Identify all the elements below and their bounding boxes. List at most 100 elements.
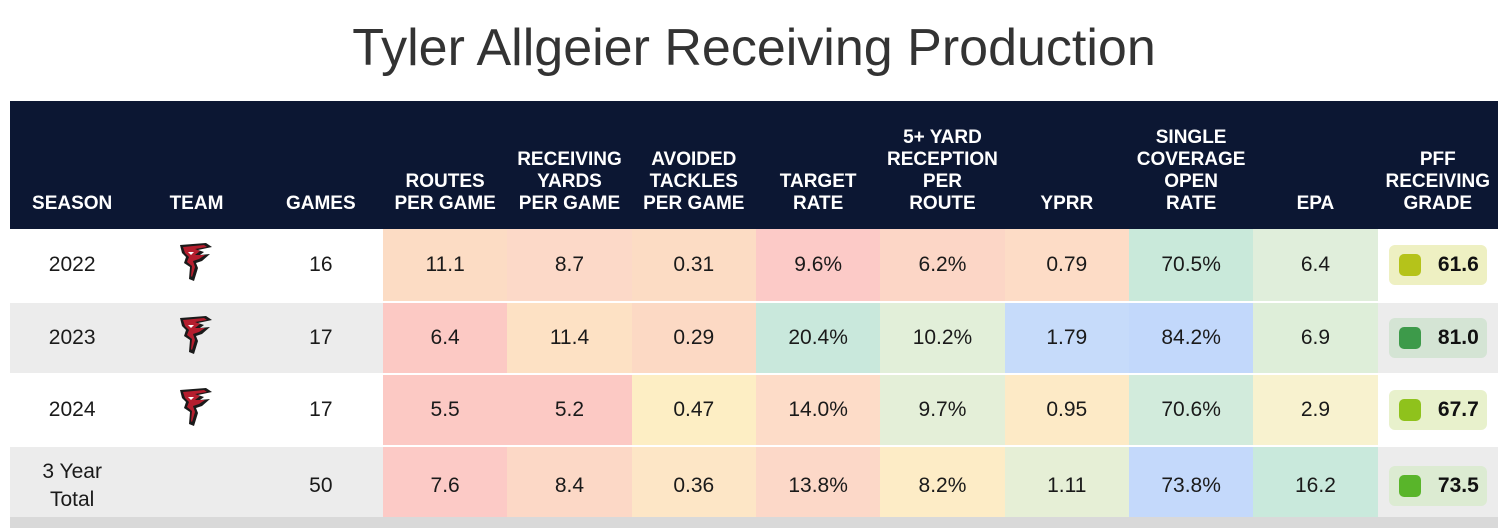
column-header-epa: EPA <box>1253 101 1378 229</box>
cell-routes-per-game: 6.4 <box>382 302 508 375</box>
cell-receiving-yards-per-game: 8.7 <box>507 229 632 303</box>
season-label: 2024 <box>48 398 96 421</box>
column-header-line: OPEN <box>1164 171 1219 192</box>
cell-games: 16 <box>258 229 383 303</box>
cell-season: 2023 <box>10 302 135 375</box>
cell-pff-receiving-grade: 81.0 <box>1377 302 1498 375</box>
cell-avoided-tackles-per-game: 0.31 <box>631 229 756 303</box>
cell-target-rate: 13.8% <box>755 446 881 527</box>
table-row: 2024 17 5.5 5.2 0.47 14.0% 9.7% 0.95 70.6% 2.9 67.… <box>10 374 1498 447</box>
cell-pff-receiving-grade: 67.7 <box>1377 374 1498 447</box>
grade-color-swatch <box>1398 475 1421 497</box>
grade-badge: 73.5 <box>1388 466 1487 506</box>
cell-epa: 6.9 <box>1253 302 1378 375</box>
cell-routes-per-game: 5.5 <box>382 374 508 447</box>
page-title: Tyler Allgeier Receiving Production <box>352 19 1156 77</box>
cell-avoided-tackles-per-game: 0.29 <box>631 302 756 375</box>
cell-season: 2024 <box>10 374 135 447</box>
column-header-line: PFF <box>1419 149 1456 170</box>
cell-target-rate: 9.6% <box>755 229 881 303</box>
season-label: 2023 <box>48 326 96 349</box>
cell-target-rate: 20.4% <box>755 302 881 375</box>
cell-epa: 16.2 <box>1253 446 1378 527</box>
table-row: 2023 17 6.4 11.4 0.29 20.4% 10.2% 1.79 84.2% 6.9 8… <box>10 302 1498 375</box>
column-header-line: RATE <box>792 193 844 214</box>
column-header-team: TEAM <box>134 101 259 229</box>
cell-single-coverage-open-rate: 70.5% <box>1128 229 1254 303</box>
grade-color-swatch <box>1398 254 1421 276</box>
cell-routes-per-game: 11.1 <box>382 229 508 303</box>
header-row: SEASON TEAM GAMES ROUTES PER GAME RECEIVING YA… <box>10 101 1498 229</box>
cell-target-rate: 14.0% <box>755 374 881 447</box>
column-header-pff-receiving-grade: PFF RECEIVING GRADE <box>1377 101 1498 229</box>
column-header-line: GAMES <box>285 193 356 214</box>
falcons-logo-icon <box>174 314 218 356</box>
grade-color-swatch <box>1398 327 1421 349</box>
cell-five-yard-reception-per-route: 6.2% <box>880 229 1005 303</box>
cell-yprr: 1.79 <box>1004 302 1129 375</box>
cell-yprr: 0.95 <box>1004 374 1129 447</box>
cell-single-coverage-open-rate: 73.8% <box>1128 446 1254 527</box>
column-header-line: TACKLES <box>649 171 738 192</box>
cell-team <box>134 446 259 527</box>
column-header-line: SEASON <box>32 193 113 214</box>
column-header-line: EPA <box>1296 193 1335 214</box>
cell-season: 2022 <box>10 229 135 303</box>
column-header-routes-per-game: ROUTES PER GAME <box>382 101 508 229</box>
column-header-line: YPRR <box>1040 193 1094 214</box>
column-header-line: PER <box>922 171 962 192</box>
cell-receiving-yards-per-game: 11.4 <box>507 302 632 375</box>
season-label: 2022 <box>48 253 96 276</box>
column-header-line: COVERAGE <box>1136 149 1246 170</box>
grade-value: 81.0 <box>1437 326 1479 349</box>
column-header-line: ROUTE <box>909 193 976 214</box>
table-body: 2022 16 11.1 8.7 0.31 9.6% 6.2% 0.79 70.5% 6.4 61.… <box>10 229 1498 527</box>
cell-single-coverage-open-rate: 84.2% <box>1128 302 1254 375</box>
column-header-target-rate: TARGET RATE <box>755 101 881 229</box>
cell-five-yard-reception-per-route: 10.2% <box>880 302 1005 375</box>
column-header-line: RECEIVING <box>1385 171 1491 192</box>
column-header-avoided-tackles-per-game: AVOIDED TACKLES PER GAME <box>631 101 756 229</box>
receiving-stats-table: SEASON TEAM GAMES ROUTES PER GAME RECEIVING YA… <box>10 101 1498 527</box>
column-header-line: TEAM <box>169 193 224 214</box>
grade-color-swatch <box>1398 399 1421 421</box>
cell-games: 17 <box>258 374 383 447</box>
cell-single-coverage-open-rate: 70.6% <box>1128 374 1254 447</box>
cell-games: 17 <box>258 302 383 375</box>
table-bottom-border <box>10 517 1498 528</box>
cell-games: 50 <box>258 446 383 527</box>
grade-badge: 81.0 <box>1388 318 1487 358</box>
column-header-line: GRADE <box>1403 193 1473 214</box>
grade-badge: 61.6 <box>1388 245 1487 285</box>
column-header-single-coverage-open-rate: SINGLE COVERAGE OPEN RATE <box>1128 101 1254 229</box>
cell-team <box>134 229 259 303</box>
column-header-line: SINGLE <box>1155 127 1227 148</box>
column-header-line: PER GAME <box>394 193 496 214</box>
column-header-line: PER GAME <box>518 193 621 214</box>
column-header-line: RECEIVING <box>517 149 622 170</box>
column-header-five-yard-reception-per-route: 5+ YARD RECEPTION PER ROUTE <box>880 101 1005 229</box>
column-header-line: TARGET <box>779 171 857 192</box>
cell-receiving-yards-per-game: 5.2 <box>507 374 632 447</box>
column-header-line: 5+ YARD <box>903 127 982 148</box>
falcons-logo-icon <box>174 386 218 428</box>
cell-avoided-tackles-per-game: 0.36 <box>631 446 756 527</box>
column-header-games: GAMES <box>258 101 383 229</box>
grade-value: 73.5 <box>1437 474 1479 497</box>
grade-value: 67.7 <box>1437 398 1479 421</box>
cell-pff-receiving-grade: 61.6 <box>1377 229 1498 303</box>
cell-epa: 2.9 <box>1253 374 1378 447</box>
cell-team <box>134 302 259 375</box>
column-header-receiving-yards-per-game: RECEIVING YARDS PER GAME <box>507 101 632 229</box>
grade-badge: 67.7 <box>1388 390 1487 430</box>
season-label: 3 Year Total <box>42 460 102 511</box>
column-header-line: RECEPTION <box>887 149 998 170</box>
cell-receiving-yards-per-game: 8.4 <box>507 446 632 527</box>
cell-epa: 6.4 <box>1253 229 1378 303</box>
column-header-season: SEASON <box>10 101 135 229</box>
column-header-line: RATE <box>1165 193 1217 214</box>
cell-pff-receiving-grade: 73.5 <box>1377 446 1498 527</box>
column-header-line: PER GAME <box>643 193 745 214</box>
table-row: 3 Year Total 50 7.6 8.4 0.36 13.8% 8.2% 1.11 73.8… <box>10 446 1498 527</box>
cell-yprr: 1.11 <box>1004 446 1129 527</box>
